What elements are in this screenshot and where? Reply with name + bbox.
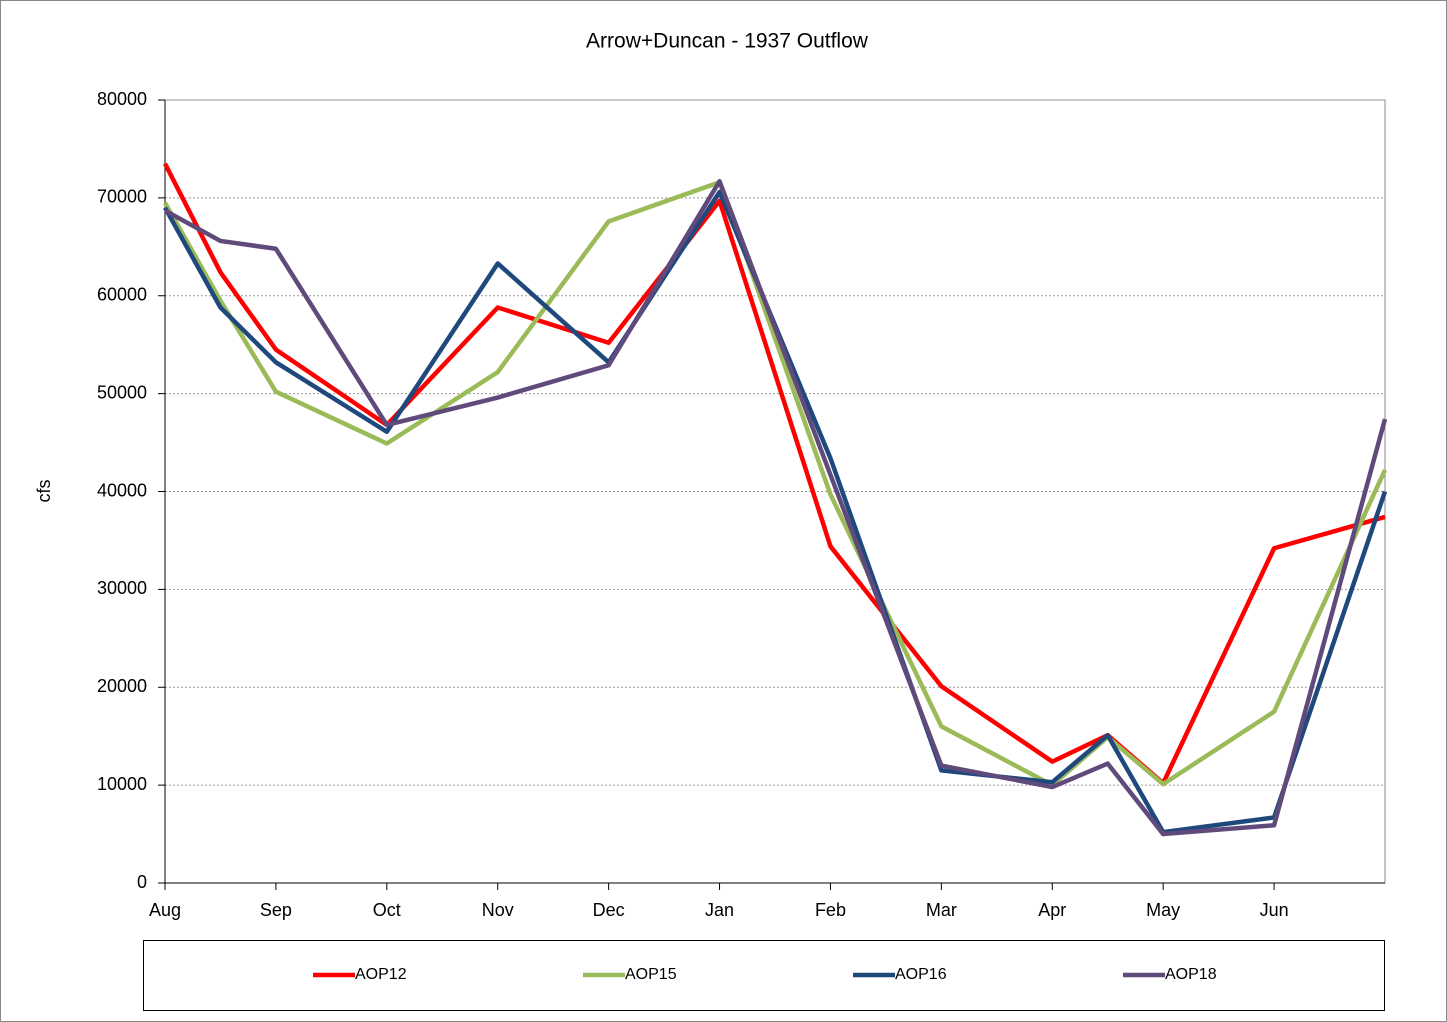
y-tick-label: 70000 [97, 187, 147, 207]
y-tick-label: 20000 [97, 676, 147, 696]
x-tick-label: Feb [815, 900, 846, 920]
x-tick-label: Oct [373, 900, 401, 920]
x-tick-label: May [1146, 900, 1180, 920]
x-tick-label: Mar [926, 900, 957, 920]
x-tick-label: Apr [1038, 900, 1066, 920]
legend-label: AOP15 [625, 966, 677, 983]
y-tick-label: 40000 [97, 480, 147, 500]
y-tick-label: 50000 [97, 382, 147, 402]
legend-label: AOP12 [355, 966, 407, 983]
y-tick-label: 10000 [97, 774, 147, 794]
y-tick-label: 60000 [97, 285, 147, 305]
series-line [163, 179, 1388, 788]
x-tick-label: Jan [705, 900, 734, 920]
x-tick-label: Dec [593, 900, 625, 920]
chart-title: Arrow+Duncan - 1937 Outflow [586, 30, 869, 53]
x-tick-label: Aug [149, 900, 181, 920]
legend-label: AOP18 [1165, 966, 1217, 983]
series-line [163, 178, 1388, 837]
y-axis-label: cfs [34, 479, 54, 502]
y-tick-label: 30000 [97, 578, 147, 598]
y-tick-label: 0 [137, 872, 147, 892]
x-tick-label: Sep [260, 900, 292, 920]
y-tick-label: 80000 [97, 89, 147, 109]
legend-label: AOP16 [895, 966, 947, 983]
x-tick-label: Jun [1260, 900, 1289, 920]
x-tick-label: Nov [482, 900, 514, 920]
legend-box [143, 940, 1385, 1011]
